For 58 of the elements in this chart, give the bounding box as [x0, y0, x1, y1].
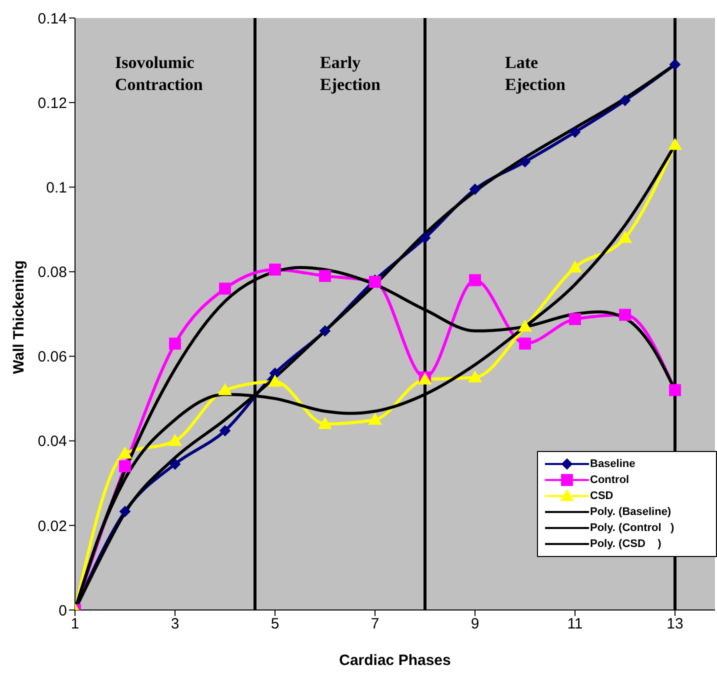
point — [519, 338, 531, 350]
point — [269, 264, 281, 276]
point — [669, 384, 681, 396]
point — [518, 320, 532, 332]
x-tick-label: 9 — [470, 616, 480, 633]
point — [268, 374, 282, 387]
point — [569, 313, 581, 326]
point — [119, 460, 131, 472]
point — [169, 338, 181, 350]
point — [220, 425, 230, 436]
y-tick-label: 0 — [58, 602, 67, 620]
x-tick-label: 5 — [270, 616, 280, 633]
y-tick-label: 0.06 — [38, 348, 67, 366]
y-tick-label: 0.14 — [38, 10, 67, 28]
legend-label: CSD — [590, 490, 614, 502]
point — [420, 232, 430, 244]
point — [620, 94, 630, 106]
x-tick-label: 7 — [370, 616, 380, 633]
x-axis-title: Cardiac Phases — [339, 652, 451, 669]
point — [470, 184, 480, 195]
point — [218, 383, 232, 396]
y-axis-title: Wall Thickening — [10, 260, 28, 374]
point — [570, 126, 580, 138]
x-tick-label: 13 — [666, 616, 684, 633]
point — [368, 412, 382, 425]
point — [120, 506, 130, 517]
legend-label: Poly. (Baseline) — [590, 506, 672, 518]
point — [468, 370, 482, 382]
point — [170, 458, 180, 470]
point — [319, 270, 331, 282]
point — [270, 368, 280, 379]
point — [118, 446, 132, 459]
y-tick-label: 0.1 — [46, 179, 67, 196]
legend-label: Baseline — [590, 458, 636, 470]
point — [670, 59, 680, 70]
y-tick-label: 0.12 — [38, 94, 67, 112]
legend-label: Poly. (Control ) — [590, 522, 674, 534]
point — [619, 308, 631, 321]
point — [520, 156, 530, 168]
point — [668, 138, 682, 150]
point — [618, 230, 632, 243]
point — [469, 274, 481, 286]
annotation: Late Ejection — [505, 53, 566, 94]
y-tick-label: 0.02 — [38, 518, 67, 535]
point — [318, 416, 332, 429]
annotation: Early Ejection — [320, 53, 381, 94]
y-tick-label: 0.08 — [38, 264, 67, 282]
x-tick-label: 1 — [70, 616, 80, 633]
y-tick-label: 0.04 — [38, 433, 67, 450]
point — [168, 434, 182, 446]
point — [219, 282, 231, 295]
legend-label: Control — [590, 474, 630, 486]
point — [320, 325, 330, 336]
legend-label: Poly. (CSD ) — [590, 538, 662, 550]
x-tick-label: 11 — [567, 616, 583, 633]
x-tick-label: 3 — [170, 616, 180, 633]
annotation: Isovolumic Contraction — [115, 53, 204, 94]
point — [568, 260, 582, 272]
